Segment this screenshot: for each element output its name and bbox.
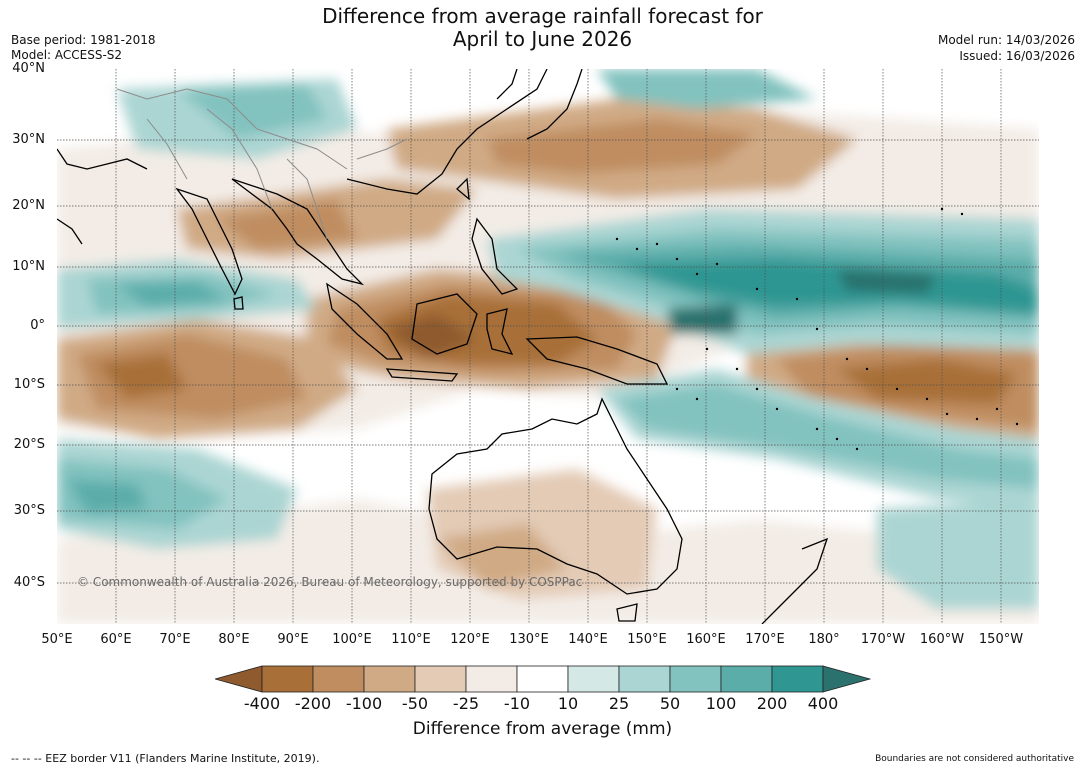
colorbar-segment xyxy=(720,665,773,693)
longitude-label: 120°E xyxy=(450,632,490,647)
colorbar xyxy=(215,665,871,693)
latitude-label: 0° xyxy=(30,318,45,333)
colorbar-extend-low xyxy=(215,665,263,693)
island-dot xyxy=(795,297,799,301)
longitude-label: 90°E xyxy=(277,632,309,647)
colorbar-tick-label: -25 xyxy=(452,694,480,713)
island-dot xyxy=(755,287,759,291)
longitude-label: 60°E xyxy=(100,632,132,647)
island-dot xyxy=(755,387,759,391)
island-dot xyxy=(635,247,639,251)
island-dot xyxy=(815,327,819,331)
longitude-label: 50°E xyxy=(41,632,73,647)
colorbar-segment xyxy=(363,665,416,693)
latitude-label: 30°N xyxy=(12,132,45,147)
latitude-label: 40°N xyxy=(12,61,45,76)
model-run: Model run: 14/03/2026 xyxy=(937,33,1075,47)
island-dot xyxy=(675,387,679,391)
island-dot xyxy=(865,367,869,371)
longitude-label: 170°W xyxy=(860,632,906,647)
map-canvas xyxy=(57,69,1039,624)
colorbar-tick-label: -200 xyxy=(294,694,332,713)
colorbar-segment xyxy=(669,665,722,693)
longitude-label: 170°E xyxy=(745,632,785,647)
rainfall-map xyxy=(57,69,1039,624)
longitude-label: 160°E xyxy=(686,632,726,647)
latitude-label: 10°S xyxy=(13,377,45,392)
colorbar-segment xyxy=(618,665,671,693)
anomaly-fields xyxy=(57,69,1039,624)
longitude-label: 110°E xyxy=(391,632,431,647)
island-dot xyxy=(675,257,679,261)
island-dot xyxy=(925,397,929,401)
colorbar-tick-label: -50 xyxy=(401,694,429,713)
colorbar-tick-label: 10 xyxy=(557,694,579,713)
colorbar-tick-label: 400 xyxy=(807,694,839,713)
colorbar-tick-label: -10 xyxy=(503,694,531,713)
issued-date: Issued: 16/03/2026 xyxy=(959,49,1075,63)
island-dot xyxy=(855,447,859,451)
map-title-line1: Difference from average rainfall forecas… xyxy=(322,4,763,28)
island-dot xyxy=(895,387,899,391)
boundaries-disclaimer: Boundaries are not considered authoritat… xyxy=(875,754,1074,764)
island-dot xyxy=(945,412,949,416)
model-name: Model: ACCESS-S2 xyxy=(11,48,123,62)
latitude-label: 20°N xyxy=(12,198,45,213)
pacific-islands xyxy=(615,207,1019,451)
colorbar-segment xyxy=(312,665,365,693)
longitude-label: 150°W xyxy=(978,632,1024,647)
colorbar-tick-label: 100 xyxy=(705,694,737,713)
island-dot xyxy=(975,417,979,421)
colorbar-tick-label: 25 xyxy=(608,694,630,713)
map-title-line2: April to June 2026 xyxy=(452,27,633,51)
colorbar-segment xyxy=(414,665,467,693)
island-dot xyxy=(960,212,964,216)
colorbar-segment xyxy=(261,665,314,693)
island-dot xyxy=(695,272,699,276)
eez-border-note: -- -- -- EEZ border V11 (Flanders Marine… xyxy=(11,752,320,765)
colorbar-segment xyxy=(465,665,518,693)
colorbar-tick-label: 200 xyxy=(756,694,788,713)
longitude-label: 100°E xyxy=(332,632,372,647)
longitude-label: 130°E xyxy=(509,632,549,647)
colorbar-extend-high xyxy=(822,665,871,693)
latitude-label: 20°S xyxy=(13,437,45,452)
island-dot xyxy=(735,367,739,371)
island-dot xyxy=(995,407,999,411)
island-dot xyxy=(705,347,709,351)
colorbar-tick-label: 50 xyxy=(659,694,681,713)
island-dot xyxy=(845,357,849,361)
longitude-label: 70°E xyxy=(159,632,191,647)
latitude-label: 30°S xyxy=(13,503,45,518)
copyright-notice: © Commonwealth of Australia 2026, Bureau… xyxy=(77,575,583,589)
latitude-label: 40°S xyxy=(13,575,45,590)
island-dot xyxy=(615,237,619,241)
coastlines xyxy=(57,69,829,624)
colorbar-segment xyxy=(516,665,569,693)
latitude-label: 10°N xyxy=(12,259,45,274)
island-dot xyxy=(1015,422,1019,426)
graticule xyxy=(57,69,1039,624)
island-dot xyxy=(655,242,659,246)
colorbar-segment xyxy=(567,665,620,693)
longitude-label: 180° xyxy=(808,632,840,647)
base-period: Base period: 1981-2018 xyxy=(11,33,156,47)
island-dot xyxy=(815,427,819,431)
island-dot xyxy=(940,207,944,211)
island-dot xyxy=(775,407,779,411)
colorbar-title: Difference from average (mm) xyxy=(412,719,673,739)
colorbar-tick-label: -100 xyxy=(345,694,383,713)
longitude-label: 80°E xyxy=(218,632,250,647)
longitude-label: 160°W xyxy=(919,632,965,647)
longitude-label: 150°E xyxy=(627,632,667,647)
island-dot xyxy=(835,437,839,441)
longitude-label: 140°E xyxy=(568,632,608,647)
island-dot xyxy=(695,397,699,401)
island-dot xyxy=(715,262,719,266)
colorbar-tick-label: -400 xyxy=(243,694,281,713)
colorbar-segment xyxy=(771,665,824,693)
country-borders xyxy=(116,88,408,240)
